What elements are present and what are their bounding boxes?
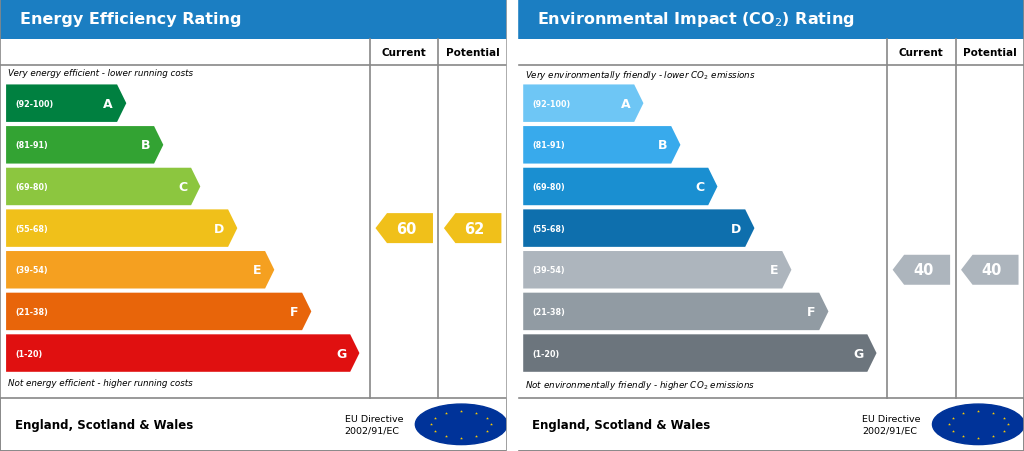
Text: Not energy efficient - higher running costs: Not energy efficient - higher running co… [7, 378, 193, 387]
Polygon shape [893, 255, 950, 285]
Text: (1-20): (1-20) [15, 349, 42, 358]
Polygon shape [523, 335, 877, 372]
Bar [0, 0, 507, 40]
Polygon shape [962, 255, 1019, 285]
Polygon shape [6, 168, 201, 206]
Polygon shape [376, 214, 433, 244]
Text: Potential: Potential [963, 48, 1017, 58]
Text: EU Directive
2002/91/EC: EU Directive 2002/91/EC [345, 414, 403, 435]
Text: E: E [253, 264, 261, 276]
Bar [0, 0, 507, 451]
Bar [0, 398, 507, 451]
Text: B: B [657, 139, 668, 152]
Text: (55-68): (55-68) [15, 224, 48, 233]
Text: G: G [336, 347, 346, 360]
Text: (69-80): (69-80) [15, 183, 48, 192]
Text: Potential: Potential [445, 48, 500, 58]
Text: (92-100): (92-100) [15, 100, 53, 108]
Text: E: E [770, 264, 778, 276]
Text: D: D [731, 222, 741, 235]
Text: EU Directive
2002/91/EC: EU Directive 2002/91/EC [862, 414, 921, 435]
Text: C: C [695, 180, 705, 193]
Polygon shape [6, 127, 163, 164]
Text: C: C [178, 180, 187, 193]
Text: B: B [140, 139, 151, 152]
Text: A: A [621, 97, 630, 110]
Text: (1-20): (1-20) [532, 349, 559, 358]
Polygon shape [6, 210, 238, 247]
Polygon shape [523, 252, 792, 289]
Polygon shape [523, 210, 755, 247]
Text: D: D [214, 222, 224, 235]
Text: G: G [853, 347, 863, 360]
Text: (21-38): (21-38) [532, 307, 565, 316]
Text: 40: 40 [912, 262, 933, 278]
Polygon shape [523, 293, 828, 331]
Bar [517, 40, 1024, 398]
Text: Current: Current [899, 48, 944, 58]
Text: A: A [103, 97, 113, 110]
Text: Environmental Impact (CO$_2$) Rating: Environmental Impact (CO$_2$) Rating [538, 10, 855, 29]
Polygon shape [523, 127, 680, 164]
Circle shape [416, 404, 507, 445]
Polygon shape [523, 85, 643, 123]
Bar [517, 0, 1024, 451]
Text: Very energy efficient - lower running costs: Very energy efficient - lower running co… [7, 69, 193, 78]
Text: F: F [290, 305, 298, 318]
Text: (81-91): (81-91) [532, 141, 565, 150]
Text: Not environmentally friendly - higher CO$_2$ emissions: Not environmentally friendly - higher CO… [524, 378, 755, 391]
Text: (21-38): (21-38) [15, 307, 48, 316]
Bar [0, 40, 507, 398]
Polygon shape [6, 335, 359, 372]
Bar [0, 40, 507, 66]
Text: F: F [807, 305, 815, 318]
Text: 62: 62 [464, 221, 484, 236]
Text: Very environmentally friendly - lower CO$_2$ emissions: Very environmentally friendly - lower CO… [524, 69, 756, 82]
Text: (39-54): (39-54) [532, 266, 565, 275]
Text: 60: 60 [395, 221, 416, 236]
Text: (92-100): (92-100) [532, 100, 570, 108]
Polygon shape [6, 85, 126, 123]
Text: Energy Efficiency Rating: Energy Efficiency Rating [20, 12, 242, 28]
Text: (55-68): (55-68) [532, 224, 565, 233]
Bar [517, 40, 1024, 66]
Text: (69-80): (69-80) [532, 183, 565, 192]
Text: (39-54): (39-54) [15, 266, 48, 275]
Text: 40: 40 [981, 262, 1001, 278]
Bar [517, 398, 1024, 451]
Text: Current: Current [382, 48, 427, 58]
Text: (81-91): (81-91) [15, 141, 48, 150]
Text: England, Scotland & Wales: England, Scotland & Wales [15, 418, 194, 431]
Bar [517, 0, 1024, 40]
Polygon shape [6, 293, 311, 331]
Circle shape [933, 404, 1024, 445]
Polygon shape [444, 214, 502, 244]
Text: England, Scotland & Wales: England, Scotland & Wales [532, 418, 711, 431]
Polygon shape [6, 252, 274, 289]
Polygon shape [523, 168, 718, 206]
